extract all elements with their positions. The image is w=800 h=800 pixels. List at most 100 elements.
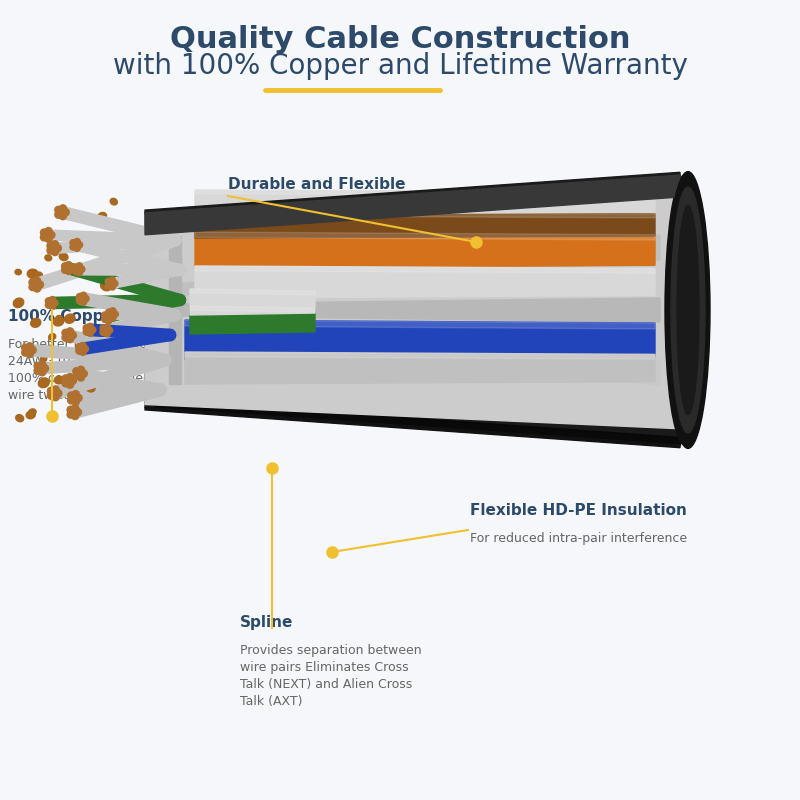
Ellipse shape: [62, 334, 69, 342]
Ellipse shape: [78, 266, 85, 272]
Polygon shape: [185, 320, 655, 360]
Ellipse shape: [45, 227, 52, 234]
Ellipse shape: [106, 309, 112, 315]
Ellipse shape: [66, 374, 74, 381]
Ellipse shape: [45, 255, 52, 261]
Ellipse shape: [56, 315, 62, 321]
Ellipse shape: [62, 380, 69, 387]
Polygon shape: [195, 232, 655, 268]
Ellipse shape: [68, 397, 75, 404]
Ellipse shape: [50, 303, 55, 310]
Ellipse shape: [52, 300, 58, 306]
Ellipse shape: [33, 282, 39, 288]
Ellipse shape: [106, 310, 112, 317]
Ellipse shape: [103, 327, 109, 333]
Ellipse shape: [83, 295, 89, 302]
Polygon shape: [185, 352, 655, 359]
Ellipse shape: [73, 233, 85, 242]
Ellipse shape: [65, 314, 75, 323]
Ellipse shape: [59, 205, 66, 212]
Ellipse shape: [73, 368, 80, 375]
Ellipse shape: [47, 392, 54, 399]
Ellipse shape: [67, 406, 74, 414]
Ellipse shape: [66, 381, 74, 388]
Ellipse shape: [102, 312, 108, 318]
Ellipse shape: [46, 298, 52, 304]
Ellipse shape: [80, 292, 86, 298]
Ellipse shape: [50, 297, 55, 303]
Ellipse shape: [98, 213, 106, 220]
Ellipse shape: [671, 187, 705, 433]
Ellipse shape: [16, 414, 24, 422]
Text: Quality Cable Construction: Quality Cable Construction: [170, 25, 630, 54]
Ellipse shape: [105, 314, 110, 320]
Ellipse shape: [110, 308, 116, 314]
Ellipse shape: [34, 285, 41, 292]
Ellipse shape: [44, 232, 50, 238]
Ellipse shape: [87, 330, 94, 336]
Ellipse shape: [41, 229, 48, 236]
Polygon shape: [145, 407, 680, 448]
Ellipse shape: [70, 332, 77, 339]
Ellipse shape: [74, 245, 80, 251]
Ellipse shape: [62, 263, 68, 269]
Ellipse shape: [112, 281, 118, 286]
Ellipse shape: [106, 313, 112, 319]
Ellipse shape: [66, 335, 74, 342]
Ellipse shape: [80, 239, 91, 249]
Ellipse shape: [110, 314, 116, 321]
Ellipse shape: [36, 281, 43, 288]
Polygon shape: [145, 175, 680, 235]
Ellipse shape: [68, 392, 75, 399]
Polygon shape: [190, 289, 315, 295]
Ellipse shape: [72, 390, 79, 398]
Ellipse shape: [674, 212, 696, 408]
Ellipse shape: [15, 270, 22, 274]
Ellipse shape: [47, 242, 54, 250]
Ellipse shape: [38, 378, 50, 388]
Ellipse shape: [66, 268, 72, 274]
Polygon shape: [195, 266, 655, 298]
Ellipse shape: [52, 386, 59, 393]
Ellipse shape: [100, 325, 106, 331]
Ellipse shape: [74, 238, 80, 245]
Ellipse shape: [54, 376, 63, 384]
Polygon shape: [175, 235, 660, 296]
Ellipse shape: [77, 370, 83, 377]
Ellipse shape: [669, 192, 702, 428]
Ellipse shape: [34, 367, 42, 374]
Ellipse shape: [51, 248, 58, 255]
Ellipse shape: [65, 266, 70, 271]
Ellipse shape: [38, 369, 46, 376]
Ellipse shape: [41, 234, 48, 241]
Ellipse shape: [55, 211, 62, 218]
Ellipse shape: [112, 311, 118, 318]
Ellipse shape: [26, 347, 32, 354]
Ellipse shape: [76, 262, 82, 269]
Ellipse shape: [26, 411, 35, 418]
Ellipse shape: [86, 234, 97, 244]
Polygon shape: [185, 352, 655, 384]
Ellipse shape: [72, 268, 78, 274]
Ellipse shape: [49, 300, 54, 306]
Polygon shape: [195, 212, 655, 218]
Ellipse shape: [62, 209, 70, 216]
Ellipse shape: [76, 344, 82, 350]
Polygon shape: [145, 175, 698, 445]
Ellipse shape: [80, 299, 86, 305]
Ellipse shape: [72, 264, 78, 270]
Ellipse shape: [45, 235, 52, 242]
Ellipse shape: [62, 375, 69, 382]
Ellipse shape: [29, 346, 36, 354]
Ellipse shape: [86, 327, 92, 333]
Ellipse shape: [87, 323, 94, 330]
Ellipse shape: [108, 314, 114, 320]
Ellipse shape: [54, 390, 62, 397]
Ellipse shape: [26, 350, 34, 358]
Ellipse shape: [59, 213, 66, 220]
Ellipse shape: [50, 245, 57, 251]
Ellipse shape: [109, 311, 114, 317]
Ellipse shape: [34, 278, 41, 285]
Text: Flexible HD-PE Insulation: Flexible HD-PE Insulation: [470, 503, 687, 518]
Ellipse shape: [36, 272, 42, 278]
